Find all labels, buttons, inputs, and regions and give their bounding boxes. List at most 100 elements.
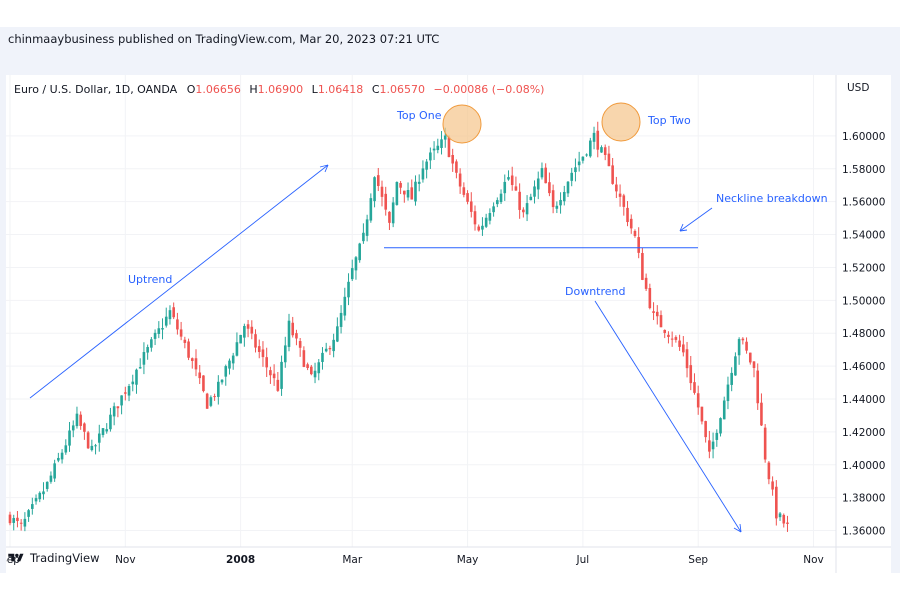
candle-body (696, 393, 700, 408)
candle-body (369, 198, 373, 221)
candle-body (231, 355, 235, 364)
candle-body (269, 370, 272, 376)
candle-body (90, 445, 94, 451)
candle-body (194, 358, 198, 370)
candle-body (577, 161, 581, 166)
y-tick-label: 1.50000 (842, 295, 885, 307)
candle-body (142, 352, 146, 365)
breakdown-arrow-line (679, 207, 713, 232)
candle-body (752, 361, 756, 368)
candle-body (172, 307, 175, 318)
candle-body (410, 187, 414, 200)
candle-body (693, 382, 696, 393)
candle-body (332, 339, 335, 352)
candle-body (700, 406, 704, 422)
candle-body (127, 386, 131, 396)
candle-body (105, 429, 109, 432)
candle-body (477, 226, 481, 231)
candle-body (417, 181, 421, 184)
candle-body (685, 349, 689, 369)
candle-body (220, 379, 224, 383)
y-tick-label: 1.36000 (842, 526, 885, 538)
candle-body (235, 342, 239, 356)
candle-body (559, 199, 562, 206)
candle-body (403, 190, 406, 195)
candle-body (343, 296, 347, 316)
candle-body (217, 381, 220, 397)
candle-body (38, 492, 42, 500)
candle-body (283, 345, 287, 363)
candle-body (265, 357, 268, 368)
candle-body (667, 334, 670, 337)
y-tick-label: 1.52000 (842, 262, 885, 274)
candle-body (682, 344, 685, 353)
candle-body (771, 481, 774, 490)
candle-body (678, 340, 681, 347)
candle-body (298, 341, 302, 348)
candle-body (228, 360, 231, 369)
candle-body (440, 139, 443, 148)
y-tick-label: 1.60000 (842, 131, 885, 143)
candle-body (488, 213, 492, 221)
price-axis[interactable]: 1.60000 1.58000 1.56000 1.54000 1.52000 1.500… (835, 75, 885, 573)
candle-body (395, 181, 399, 205)
candle-body (161, 328, 164, 330)
candle-body (94, 445, 97, 447)
candle-body (350, 268, 354, 280)
y-tick-label: 1.48000 (842, 328, 885, 340)
candle-body (157, 328, 161, 334)
candle-body (689, 365, 693, 384)
candle-body (436, 145, 440, 151)
high-value: 1.06900 (258, 83, 304, 96)
svg-text:Euro / U.S. Dollar, 1D, OANDA: Euro / U.S. Dollar, 1D, OANDA O1.06656 H… (14, 83, 544, 96)
candle-body (767, 462, 771, 480)
tradingview-brand[interactable]: TradingView (8, 550, 99, 566)
candle-body (581, 156, 585, 161)
x-tick-label: Jul (576, 554, 590, 566)
candle-body (763, 427, 767, 460)
candle-body (663, 329, 667, 333)
candle-body (466, 193, 469, 202)
x-tick-label: May (457, 554, 479, 566)
candle-body (138, 367, 142, 369)
candle-body (719, 418, 722, 434)
candle-body (336, 326, 339, 342)
candle-body (607, 153, 611, 167)
candle-body (168, 310, 172, 320)
candle-body (187, 341, 190, 358)
candle-body (358, 243, 361, 261)
price-chart[interactable]: Uptrend Top One Top Two Neckline breakdown D… (0, 75, 891, 573)
candle-body (376, 175, 380, 187)
candle-body (637, 237, 640, 253)
candle-body (737, 339, 741, 356)
candle-body (536, 178, 540, 190)
candle-body (8, 514, 12, 524)
candle-body (760, 402, 763, 426)
y-tick-label: 1.58000 (842, 164, 885, 176)
candle-body (339, 312, 343, 327)
candle-body (391, 202, 395, 224)
candle-body (135, 369, 138, 385)
candle-body (120, 395, 123, 406)
x-tick-label: 2008 (226, 554, 255, 566)
candle-body (209, 397, 213, 406)
time-axis[interactable]: Sep Nov 2008 Mar May Jul Sep Nov (0, 546, 891, 566)
candle-body (589, 140, 592, 157)
candle-body (741, 338, 745, 341)
candle-body (150, 339, 153, 348)
candle-body (674, 337, 678, 340)
candle-body (603, 147, 607, 155)
symbol-legend: Euro / U.S. Dollar, 1D, OANDA O1.06656 H… (14, 83, 544, 96)
annotation-label: Top One (396, 109, 442, 122)
candle-body (432, 148, 436, 151)
candle-body (310, 366, 313, 375)
candle-body (611, 165, 614, 184)
candle-body (644, 277, 648, 289)
candle-body (146, 347, 149, 353)
candle-body (131, 381, 135, 385)
x-tick-label: Sep (688, 554, 708, 566)
candle-body (109, 414, 112, 430)
candle-body (778, 513, 782, 518)
x-tick-label: Nov (115, 554, 136, 566)
candle-body (775, 486, 778, 519)
